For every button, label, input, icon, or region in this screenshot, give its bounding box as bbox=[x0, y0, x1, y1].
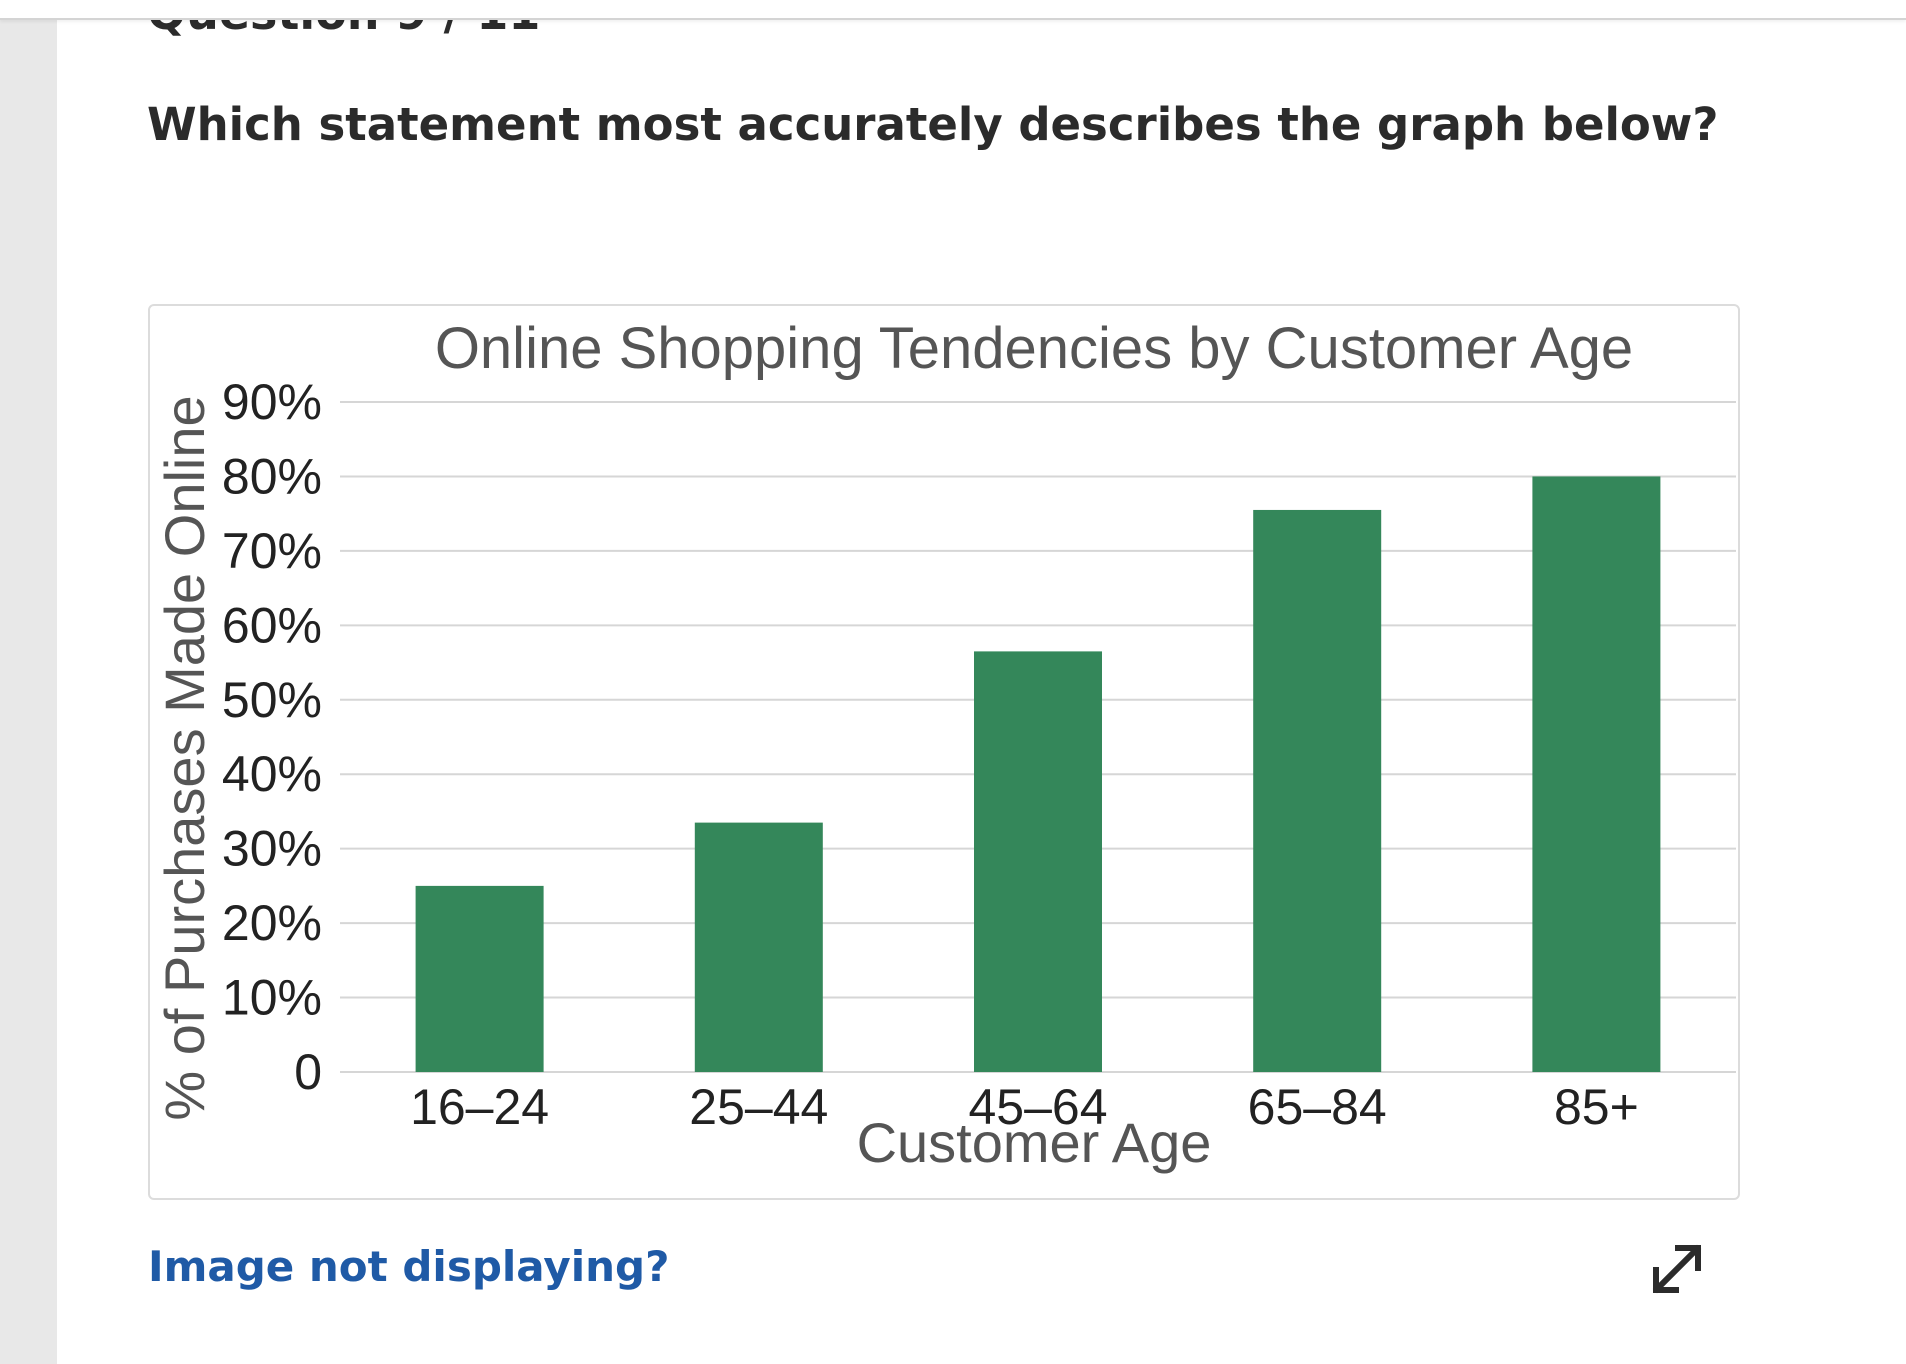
bar bbox=[415, 885, 544, 1072]
chart-title: Online Shopping Tendencies by Customer A… bbox=[435, 316, 1633, 381]
bar bbox=[694, 822, 823, 1072]
chart-image: Online Shopping Tendencies by Customer A… bbox=[148, 304, 1740, 1200]
bar-chart: Online Shopping Tendencies by Customer A… bbox=[153, 316, 1736, 1174]
x-tick-labels: 16–24 25–44 45–64 65–84 85+ bbox=[410, 1079, 1639, 1135]
expand-image-button[interactable] bbox=[1640, 1232, 1714, 1306]
y-tick-label: 70% bbox=[222, 523, 322, 579]
y-tick-label: 20% bbox=[222, 895, 322, 951]
y-tick-labels: 0 10% 20% 30% 40% 50% 60% 70% 80% 90% bbox=[222, 374, 322, 1100]
y-tick-label: 60% bbox=[222, 597, 322, 653]
expand-arrows-icon bbox=[1652, 1244, 1702, 1294]
bars bbox=[415, 476, 1661, 1072]
bar bbox=[974, 651, 1102, 1072]
x-tick-label: 45–64 bbox=[968, 1079, 1107, 1135]
x-tick-label: 65–84 bbox=[1248, 1079, 1387, 1135]
top-divider bbox=[0, 0, 1906, 20]
y-tick-label: 40% bbox=[222, 746, 322, 802]
x-tick-label: 85+ bbox=[1554, 1079, 1639, 1135]
y-tick-label: 30% bbox=[222, 821, 322, 877]
x-tick-label: 25–44 bbox=[689, 1079, 828, 1135]
x-tick-label: 16–24 bbox=[410, 1079, 549, 1135]
x-axis-title: Customer Age bbox=[857, 1111, 1212, 1174]
y-tick-label: 90% bbox=[222, 374, 322, 430]
left-rail bbox=[0, 0, 57, 1364]
bar bbox=[1253, 509, 1382, 1072]
y-tick-label: 80% bbox=[222, 448, 322, 504]
y-tick-label: 10% bbox=[222, 970, 322, 1026]
y-tick-label: 0 bbox=[294, 1044, 322, 1100]
y-axis-title: % of Purchases Made Online bbox=[153, 395, 216, 1120]
bar bbox=[1532, 476, 1661, 1072]
y-tick-label: 50% bbox=[222, 672, 322, 728]
question-prompt: Which statement most accurately describe… bbox=[147, 98, 1719, 151]
image-not-displaying-link[interactable]: Image not displaying? bbox=[148, 1242, 670, 1291]
